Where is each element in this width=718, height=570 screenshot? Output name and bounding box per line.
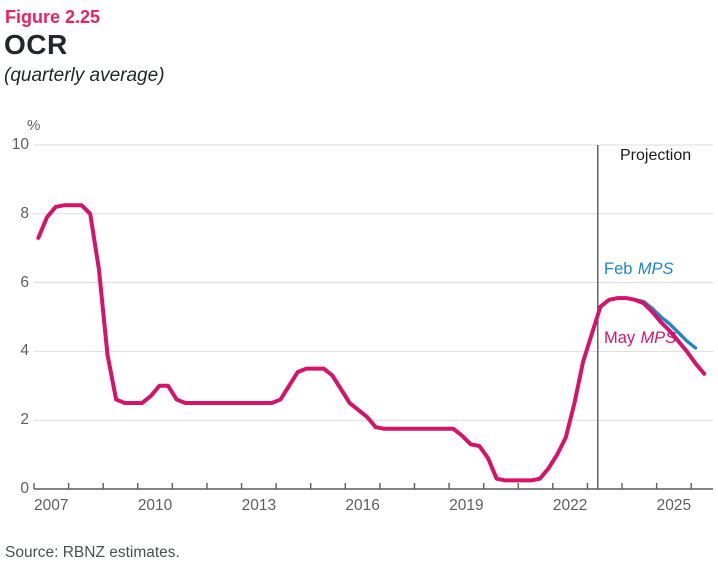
may-mps-series-label: May MPS	[604, 329, 676, 348]
may-mps-label-abbr: MPS	[640, 329, 677, 347]
y-axis-label-8: 8	[20, 204, 29, 222]
projection-annotation: Projection	[620, 147, 692, 164]
figure-number: Figure 2.25	[5, 7, 101, 27]
feb-mps-label-word: Feb	[604, 260, 633, 278]
series-line-may-mps	[36, 203, 707, 483]
chart-title: OCR	[4, 29, 68, 60]
x-axis-label-2025: 2025	[656, 497, 692, 514]
y-axis-unit-label: %	[27, 117, 41, 134]
x-axis-label-2019: 2019	[449, 497, 484, 514]
feb-mps-label-abbr: MPS	[637, 260, 674, 278]
may-mps-label-word: May	[604, 329, 636, 347]
x-axis-label-2016: 2016	[345, 497, 380, 514]
x-axis-label-2010: 2010	[137, 497, 173, 514]
x-axis-label-2022: 2022	[552, 497, 588, 514]
x-axis-label-2013: 2013	[241, 497, 277, 514]
chart-subtitle: (quarterly average)	[4, 65, 165, 86]
y-axis-label-4: 4	[20, 342, 29, 360]
source-note: Source: RBNZ estimates.	[5, 544, 180, 561]
x-axis-label-2007: 2007	[34, 497, 69, 514]
feb-mps-series-label: Feb MPS	[604, 260, 673, 279]
y-axis-label-6: 6	[20, 273, 29, 291]
y-axis-label-2: 2	[20, 411, 29, 429]
y-axis-label-0: 0	[20, 480, 29, 497]
y-axis-label-10: 10	[11, 136, 29, 153]
